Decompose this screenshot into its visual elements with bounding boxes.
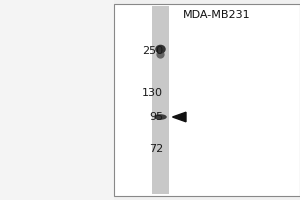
Text: 95: 95 — [149, 112, 163, 122]
Bar — [152, 6, 169, 194]
Text: 72: 72 — [149, 144, 163, 154]
Bar — [114, 4, 300, 196]
Ellipse shape — [154, 114, 167, 120]
Ellipse shape — [156, 51, 165, 59]
Text: MDA-MB231: MDA-MB231 — [182, 10, 250, 20]
Bar — [0, 0, 114, 200]
Polygon shape — [172, 112, 186, 122]
Ellipse shape — [155, 45, 166, 54]
Text: 130: 130 — [142, 88, 163, 98]
Text: 250: 250 — [142, 46, 163, 56]
